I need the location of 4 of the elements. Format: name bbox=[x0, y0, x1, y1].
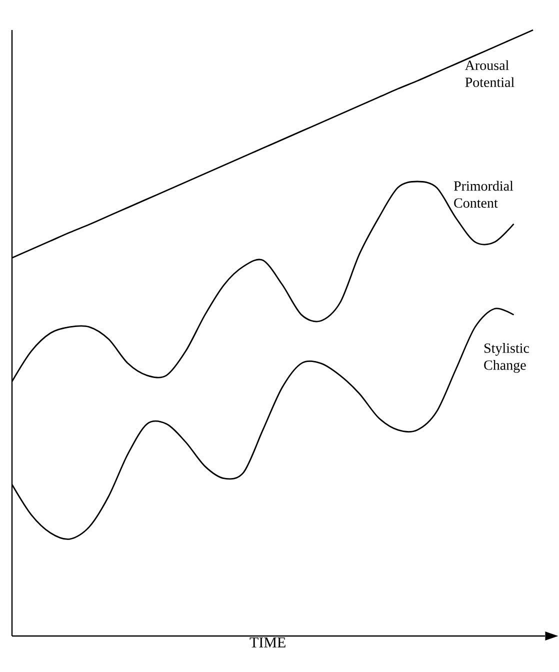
series-label: Primordial Content bbox=[454, 180, 514, 208]
x-axis-title: TIME bbox=[250, 638, 286, 648]
series-label: Stylistic Change bbox=[484, 343, 530, 373]
series-label: Arousal Potential bbox=[464, 60, 514, 88]
